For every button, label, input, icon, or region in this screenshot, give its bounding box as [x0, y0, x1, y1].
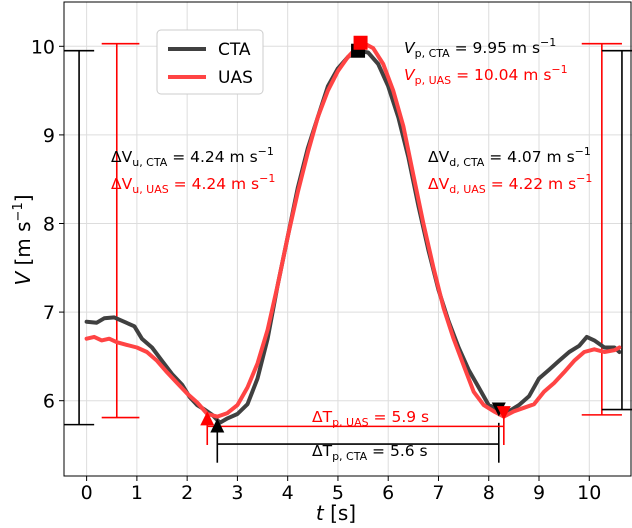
x-tick-label: 8 [483, 482, 495, 504]
x-tick-label: 4 [282, 482, 294, 504]
y-axis-title: V [m s−1] [11, 194, 35, 285]
x-tick-label: 0 [81, 482, 93, 504]
y-tick-label: 7 [43, 302, 55, 324]
y-tick-label: 9 [43, 125, 55, 147]
legend: CTA UAS [156, 29, 264, 95]
x-tick-label: 3 [231, 482, 243, 504]
markers [200, 35, 511, 433]
x-tick-label: 1 [131, 482, 143, 504]
x-axis-title: t [s] [316, 501, 356, 525]
marker-uas-peak [353, 35, 368, 50]
x-tick-label: 5 [332, 482, 344, 504]
y-ticks: 6 7 8 9 10 [31, 36, 64, 413]
marker-uas-down-min [496, 406, 511, 421]
annotation-dvu-uas: ΔVu, UAS = 4.24 m s−1 [111, 172, 275, 196]
y-tick-label: 10 [31, 36, 55, 58]
plot-frame [63, 1, 632, 477]
annotation-dtp-cta: ΔTp, CTA = 5.6 s [312, 442, 428, 463]
annotation-dvd-cta: ΔVd, CTA = 4.07 m s−1 [428, 145, 591, 169]
marker-cta-up-min [210, 418, 225, 433]
x-ticks: 0 1 2 3 4 5 6 7 8 9 10 [81, 476, 601, 504]
annotation-vp-cta: Vp, CTA = 9.95 m s−1 [404, 36, 556, 60]
y-tick-label: 6 [43, 391, 55, 413]
legend-label-uas: UAS [218, 68, 253, 88]
annotation-dvu-cta: ΔVu, CTA = 4.24 m s−1 [111, 145, 274, 169]
x-tick-label: 10 [577, 482, 601, 504]
x-tick-label: 2 [181, 482, 193, 504]
marker-uas-up-min [200, 411, 215, 426]
x-tick-label: 9 [533, 482, 545, 504]
x-tick-label: 6 [382, 482, 394, 504]
annotation-vp-uas: Vp, UAS = 10.04 m s−1 [404, 63, 568, 87]
y-tick-label: 8 [43, 213, 55, 235]
legend-label-cta: CTA [218, 40, 251, 60]
x-tick-label: 7 [432, 482, 444, 504]
annotation-dtp-uas: ΔTp, UAS = 5.9 s [312, 408, 429, 429]
annotation-dvd-uas: ΔVd, UAS = 4.22 m s−1 [428, 172, 592, 196]
